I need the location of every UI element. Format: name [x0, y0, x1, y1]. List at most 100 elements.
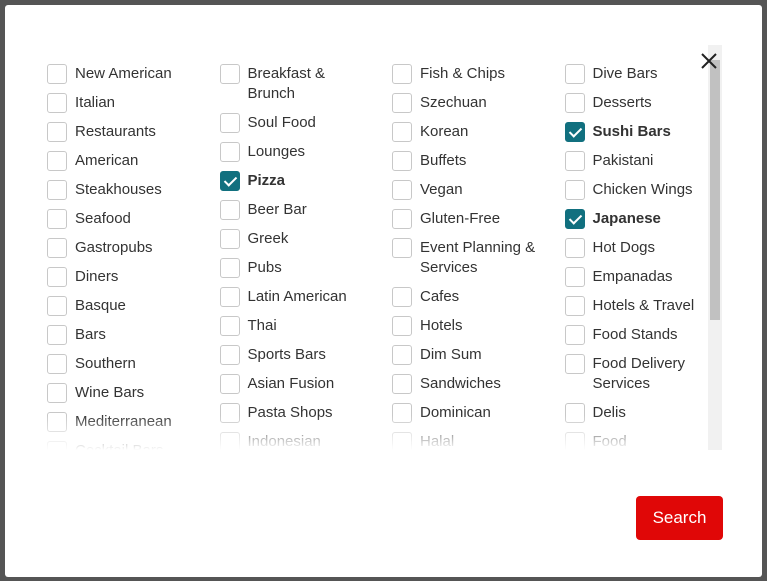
- checkbox-option[interactable]: Asian Fusion: [219, 370, 393, 399]
- checkbox-option[interactable]: Korean: [392, 118, 565, 147]
- checkbox[interactable]: [219, 287, 240, 307]
- checkbox-option[interactable]: Beer Bar: [219, 196, 393, 225]
- checkbox-option[interactable]: Hotels & Travel: [564, 292, 708, 321]
- checkbox[interactable]: [564, 93, 585, 113]
- option-label: Bars: [75, 326, 106, 343]
- checkbox-option[interactable]: Lounges: [219, 138, 393, 167]
- checkbox-option[interactable]: Pizza: [219, 167, 393, 196]
- checkbox[interactable]: [47, 325, 67, 345]
- checkbox-option[interactable]: Vegan: [392, 176, 565, 205]
- checkbox-option[interactable]: Breakfast & Brunch: [219, 60, 393, 109]
- checkbox[interactable]: [47, 267, 67, 287]
- checkbox-option[interactable]: Cafes: [392, 283, 565, 312]
- checkbox[interactable]: [219, 229, 240, 249]
- checkbox-option[interactable]: Steakhouses: [47, 176, 220, 205]
- checkbox[interactable]: [564, 296, 585, 316]
- checkbox[interactable]: [564, 238, 585, 258]
- checkbox[interactable]: [47, 354, 67, 374]
- checkbox[interactable]: [219, 200, 240, 220]
- checkbox-option[interactable]: Basque: [47, 292, 220, 321]
- scroll-thumb[interactable]: [710, 60, 720, 320]
- checkbox[interactable]: [47, 122, 67, 142]
- checkbox-option[interactable]: Pubs: [219, 254, 393, 283]
- checkbox-option[interactable]: Restaurants: [47, 118, 220, 147]
- checkbox[interactable]: [392, 122, 412, 142]
- checkbox-option[interactable]: Southern: [47, 350, 220, 379]
- close-button[interactable]: [700, 52, 718, 70]
- checkbox[interactable]: [219, 113, 240, 133]
- checkbox-option[interactable]: Sandwiches: [392, 370, 565, 399]
- checkbox-option[interactable]: Latin American: [219, 283, 393, 312]
- checkbox-option[interactable]: Japanese: [564, 205, 708, 234]
- checkbox[interactable]: [219, 374, 240, 394]
- checkbox[interactable]: [219, 142, 240, 162]
- checkbox[interactable]: [47, 209, 67, 229]
- checkbox[interactable]: [564, 64, 585, 84]
- checkbox-option[interactable]: Food Stands: [564, 321, 708, 350]
- checkbox[interactable]: [47, 93, 67, 113]
- checkbox[interactable]: [564, 267, 585, 287]
- checkbox-option[interactable]: Fish & Chips: [392, 60, 565, 89]
- checkbox[interactable]: [392, 287, 412, 307]
- checkbox[interactable]: [392, 64, 412, 84]
- checkbox[interactable]: [219, 258, 240, 278]
- checkbox-option[interactable]: Sports Bars: [219, 341, 393, 370]
- checkbox[interactable]: [219, 64, 240, 84]
- checkbox-option[interactable]: Soul Food: [219, 109, 393, 138]
- checkbox-option[interactable]: New American: [47, 60, 220, 89]
- checkbox[interactable]: [564, 122, 585, 142]
- checkbox[interactable]: [392, 93, 412, 113]
- checkbox[interactable]: [564, 180, 585, 200]
- checkbox-option[interactable]: Bars: [47, 321, 220, 350]
- checkbox[interactable]: [392, 209, 412, 229]
- checkbox[interactable]: [564, 151, 585, 171]
- checkbox-option[interactable]: Seafood: [47, 205, 220, 234]
- checkbox[interactable]: [47, 238, 67, 258]
- checkbox[interactable]: [392, 374, 412, 394]
- checkbox-option[interactable]: Szechuan: [392, 89, 565, 118]
- option-label: Steakhouses: [75, 181, 162, 198]
- checkbox[interactable]: [219, 316, 240, 336]
- checkbox[interactable]: [392, 151, 412, 171]
- checkbox[interactable]: [47, 383, 67, 403]
- checkbox-option[interactable]: Diners: [47, 263, 220, 292]
- option-label: Korean: [420, 123, 469, 140]
- checkbox-option[interactable]: Sushi Bars: [564, 118, 708, 147]
- checkbox[interactable]: [564, 325, 585, 345]
- column: Dive Bars Desserts Sushi Bars Pakistani Chic…: [564, 60, 708, 450]
- checkbox-option[interactable]: Thai: [219, 312, 393, 341]
- option-label: Food Stands: [592, 326, 678, 343]
- checkbox[interactable]: [47, 180, 67, 200]
- checkbox[interactable]: [392, 345, 412, 365]
- checkbox-option[interactable]: Empanadas: [564, 263, 708, 292]
- checkbox-option[interactable]: Chicken Wings: [564, 176, 708, 205]
- checkbox[interactable]: [219, 171, 240, 191]
- checkbox-option[interactable]: Desserts: [564, 89, 708, 118]
- checkbox-option[interactable]: Food Delivery Services: [564, 350, 708, 399]
- scrollbar[interactable]: [708, 45, 722, 450]
- checkbox[interactable]: [47, 296, 67, 316]
- checkbox-option[interactable]: American: [47, 147, 220, 176]
- checkbox-option[interactable]: Greek: [219, 225, 393, 254]
- checkbox-option[interactable]: Wine Bars: [47, 379, 220, 408]
- checkbox-option[interactable]: Italian: [47, 89, 220, 118]
- checkbox-option[interactable]: Hotels: [392, 312, 565, 341]
- checkbox-option[interactable]: Dive Bars: [564, 60, 708, 89]
- option-label: Latin American: [247, 288, 347, 305]
- checkbox-option[interactable]: Pakistani: [564, 147, 708, 176]
- checkbox[interactable]: [392, 238, 412, 258]
- checkbox[interactable]: [392, 316, 412, 336]
- checkbox-option[interactable]: Hot Dogs: [564, 234, 708, 263]
- checkbox-option[interactable]: Dim Sum: [392, 341, 565, 370]
- checkbox-option[interactable]: Buffets: [392, 147, 565, 176]
- checkbox[interactable]: [219, 345, 240, 365]
- search-button[interactable]: Search: [636, 496, 723, 540]
- checkbox-option[interactable]: Gastropubs: [47, 234, 220, 263]
- checkbox[interactable]: [392, 180, 412, 200]
- checkbox-option[interactable]: Gluten-Free: [392, 205, 565, 234]
- checkbox[interactable]: [47, 64, 67, 84]
- checkbox-option[interactable]: Event Planning & Services: [392, 234, 565, 283]
- checkbox[interactable]: [564, 354, 585, 374]
- checkbox[interactable]: [47, 151, 67, 171]
- checkbox[interactable]: [564, 209, 585, 229]
